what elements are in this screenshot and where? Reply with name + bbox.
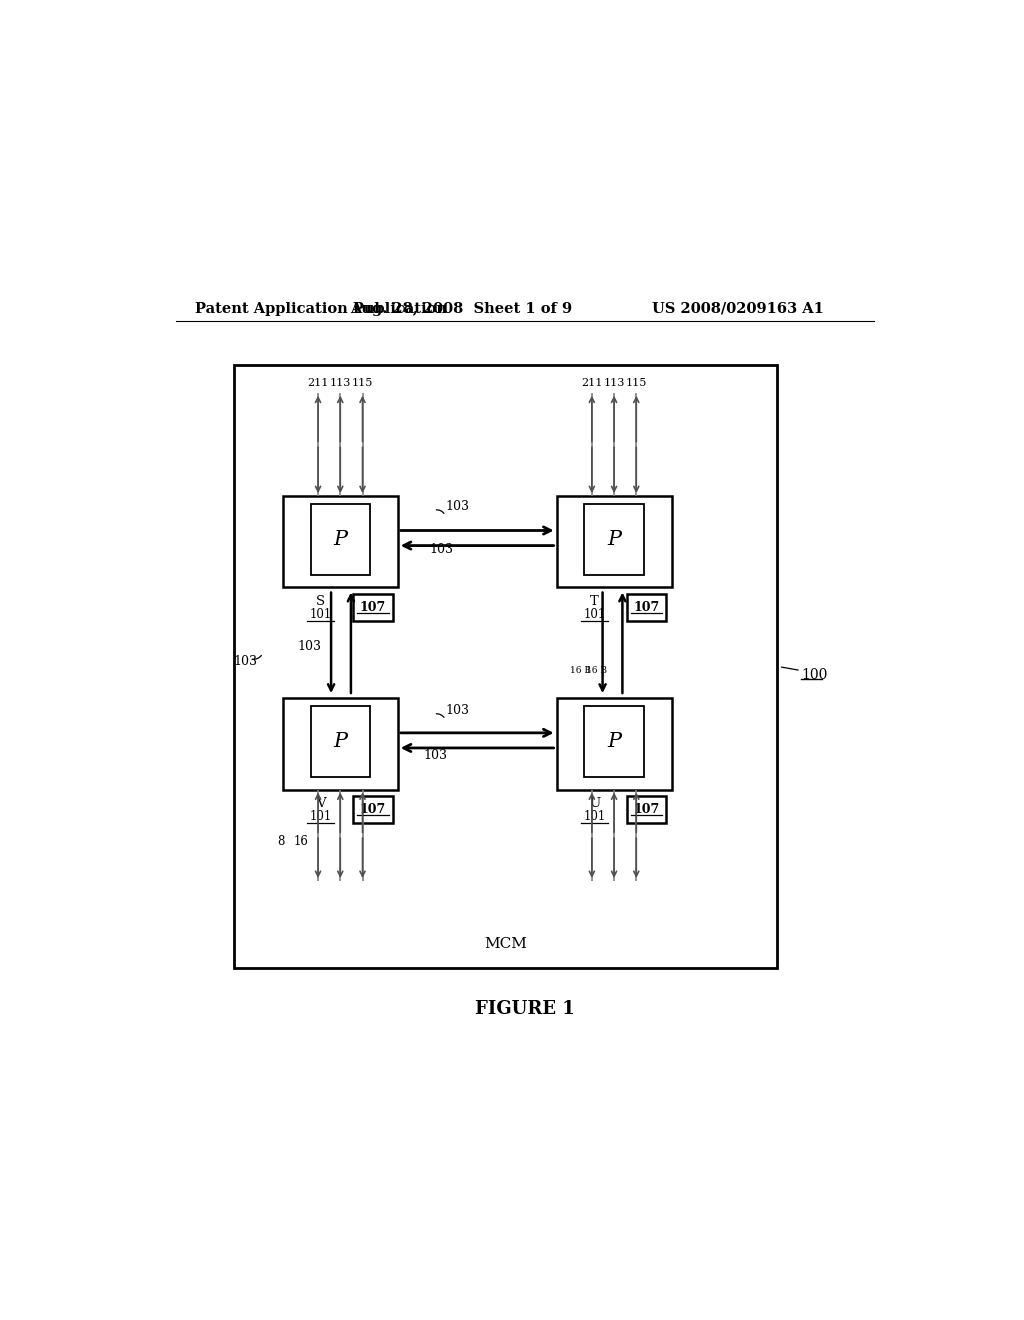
Text: 211: 211 [582,379,602,388]
Text: 103: 103 [445,704,469,717]
Text: 8: 8 [278,834,285,847]
Text: 16 B: 16 B [586,667,607,675]
Text: Aug. 28, 2008  Sheet 1 of 9: Aug. 28, 2008 Sheet 1 of 9 [350,302,572,315]
Bar [283,698,397,789]
Bar [283,496,397,587]
Text: 107: 107 [359,803,386,816]
Bar [353,594,392,620]
Text: 103: 103 [233,655,257,668]
Text: 103: 103 [445,500,469,512]
Text: U: U [589,797,600,810]
Text: 101: 101 [309,607,332,620]
Text: 113: 113 [330,379,351,388]
Text: 107: 107 [359,601,386,614]
Bar [310,503,370,576]
Text: 103: 103 [429,544,454,557]
Text: P: P [607,733,622,751]
Text: 16 B: 16 B [569,667,591,675]
Text: FIGURE 1: FIGURE 1 [475,1001,574,1019]
Text: 101: 101 [309,810,332,824]
Text: P: P [333,529,347,549]
Text: 103: 103 [297,640,321,653]
Text: 107: 107 [634,601,659,614]
Text: MCM: MCM [484,937,526,952]
Bar [585,503,644,576]
Bar [585,706,644,777]
Text: S: S [316,595,326,609]
Text: 211: 211 [307,379,329,388]
Text: US 2008/0209163 A1: US 2008/0209163 A1 [652,302,823,315]
Bar [627,796,667,822]
Bar [627,594,667,620]
Bar [557,698,672,789]
Text: 101: 101 [584,810,605,824]
Bar [353,796,392,822]
Bar [557,496,672,587]
Text: 113: 113 [603,379,625,388]
Text: 115: 115 [626,379,647,388]
Text: 115: 115 [352,379,373,388]
Bar [233,366,777,968]
Text: 101: 101 [584,607,605,620]
Text: 107: 107 [634,803,659,816]
Text: 103: 103 [424,748,447,762]
Text: P: P [333,733,347,751]
Text: Patent Application Publication: Patent Application Publication [196,302,447,315]
Text: P: P [607,529,622,549]
Text: 16: 16 [294,834,308,847]
Bar [310,706,370,777]
Text: T: T [590,595,599,609]
Text: 100: 100 [801,668,827,681]
Text: V: V [316,797,326,810]
